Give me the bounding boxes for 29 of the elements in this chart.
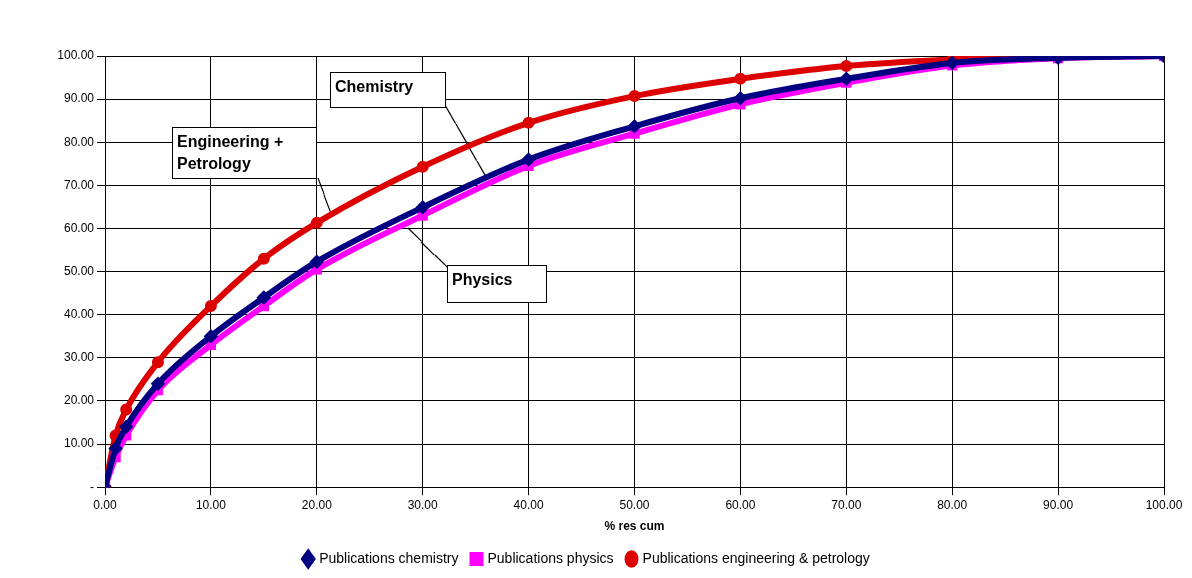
annotation: Chemistry — [330, 72, 446, 108]
x-tick-label: 40.00 — [513, 497, 544, 512]
y-tick-label: 60.00 — [63, 220, 95, 235]
annotation: Engineering + Petrology — [172, 127, 317, 179]
x-tick-label: 10.00 — [195, 497, 227, 512]
x-tick-label: 20.00 — [301, 497, 333, 512]
x-tick-label: 90.00 — [1043, 497, 1074, 512]
y-tick-label: 10.00 — [63, 436, 95, 451]
y-tick-label: 100.00 — [57, 48, 95, 63]
x-tick-label: 50.00 — [619, 497, 650, 512]
x-tick-label: 60.00 — [725, 497, 756, 512]
y-tick-label: 50.00 — [63, 263, 95, 278]
legend-label: Publications engineering & petrology — [642, 549, 870, 566]
y-tick-label: 20.00 — [63, 393, 95, 408]
y-tick-label: 90.00 — [63, 91, 95, 106]
legend-label: Publications chemistry — [319, 549, 459, 566]
x-tick-label: 70.00 — [831, 497, 862, 512]
y-tick-label: - — [90, 479, 94, 494]
y-tick-label: 80.00 — [63, 134, 95, 149]
y-tick-label: 30.00 — [63, 350, 95, 365]
annotation: Physics — [447, 265, 547, 303]
x-tick-label: 80.00 — [937, 497, 968, 512]
x-tick-label: 0.00 — [93, 497, 117, 512]
x-axis-title: % res cum — [604, 519, 665, 534]
x-tick-label: 100.00 — [1145, 497, 1183, 512]
y-tick-label: 40.00 — [63, 307, 95, 322]
x-tick-label: 30.00 — [407, 497, 439, 512]
y-tick-label: 70.00 — [63, 177, 95, 192]
legend-label: Publications physics — [487, 549, 614, 566]
